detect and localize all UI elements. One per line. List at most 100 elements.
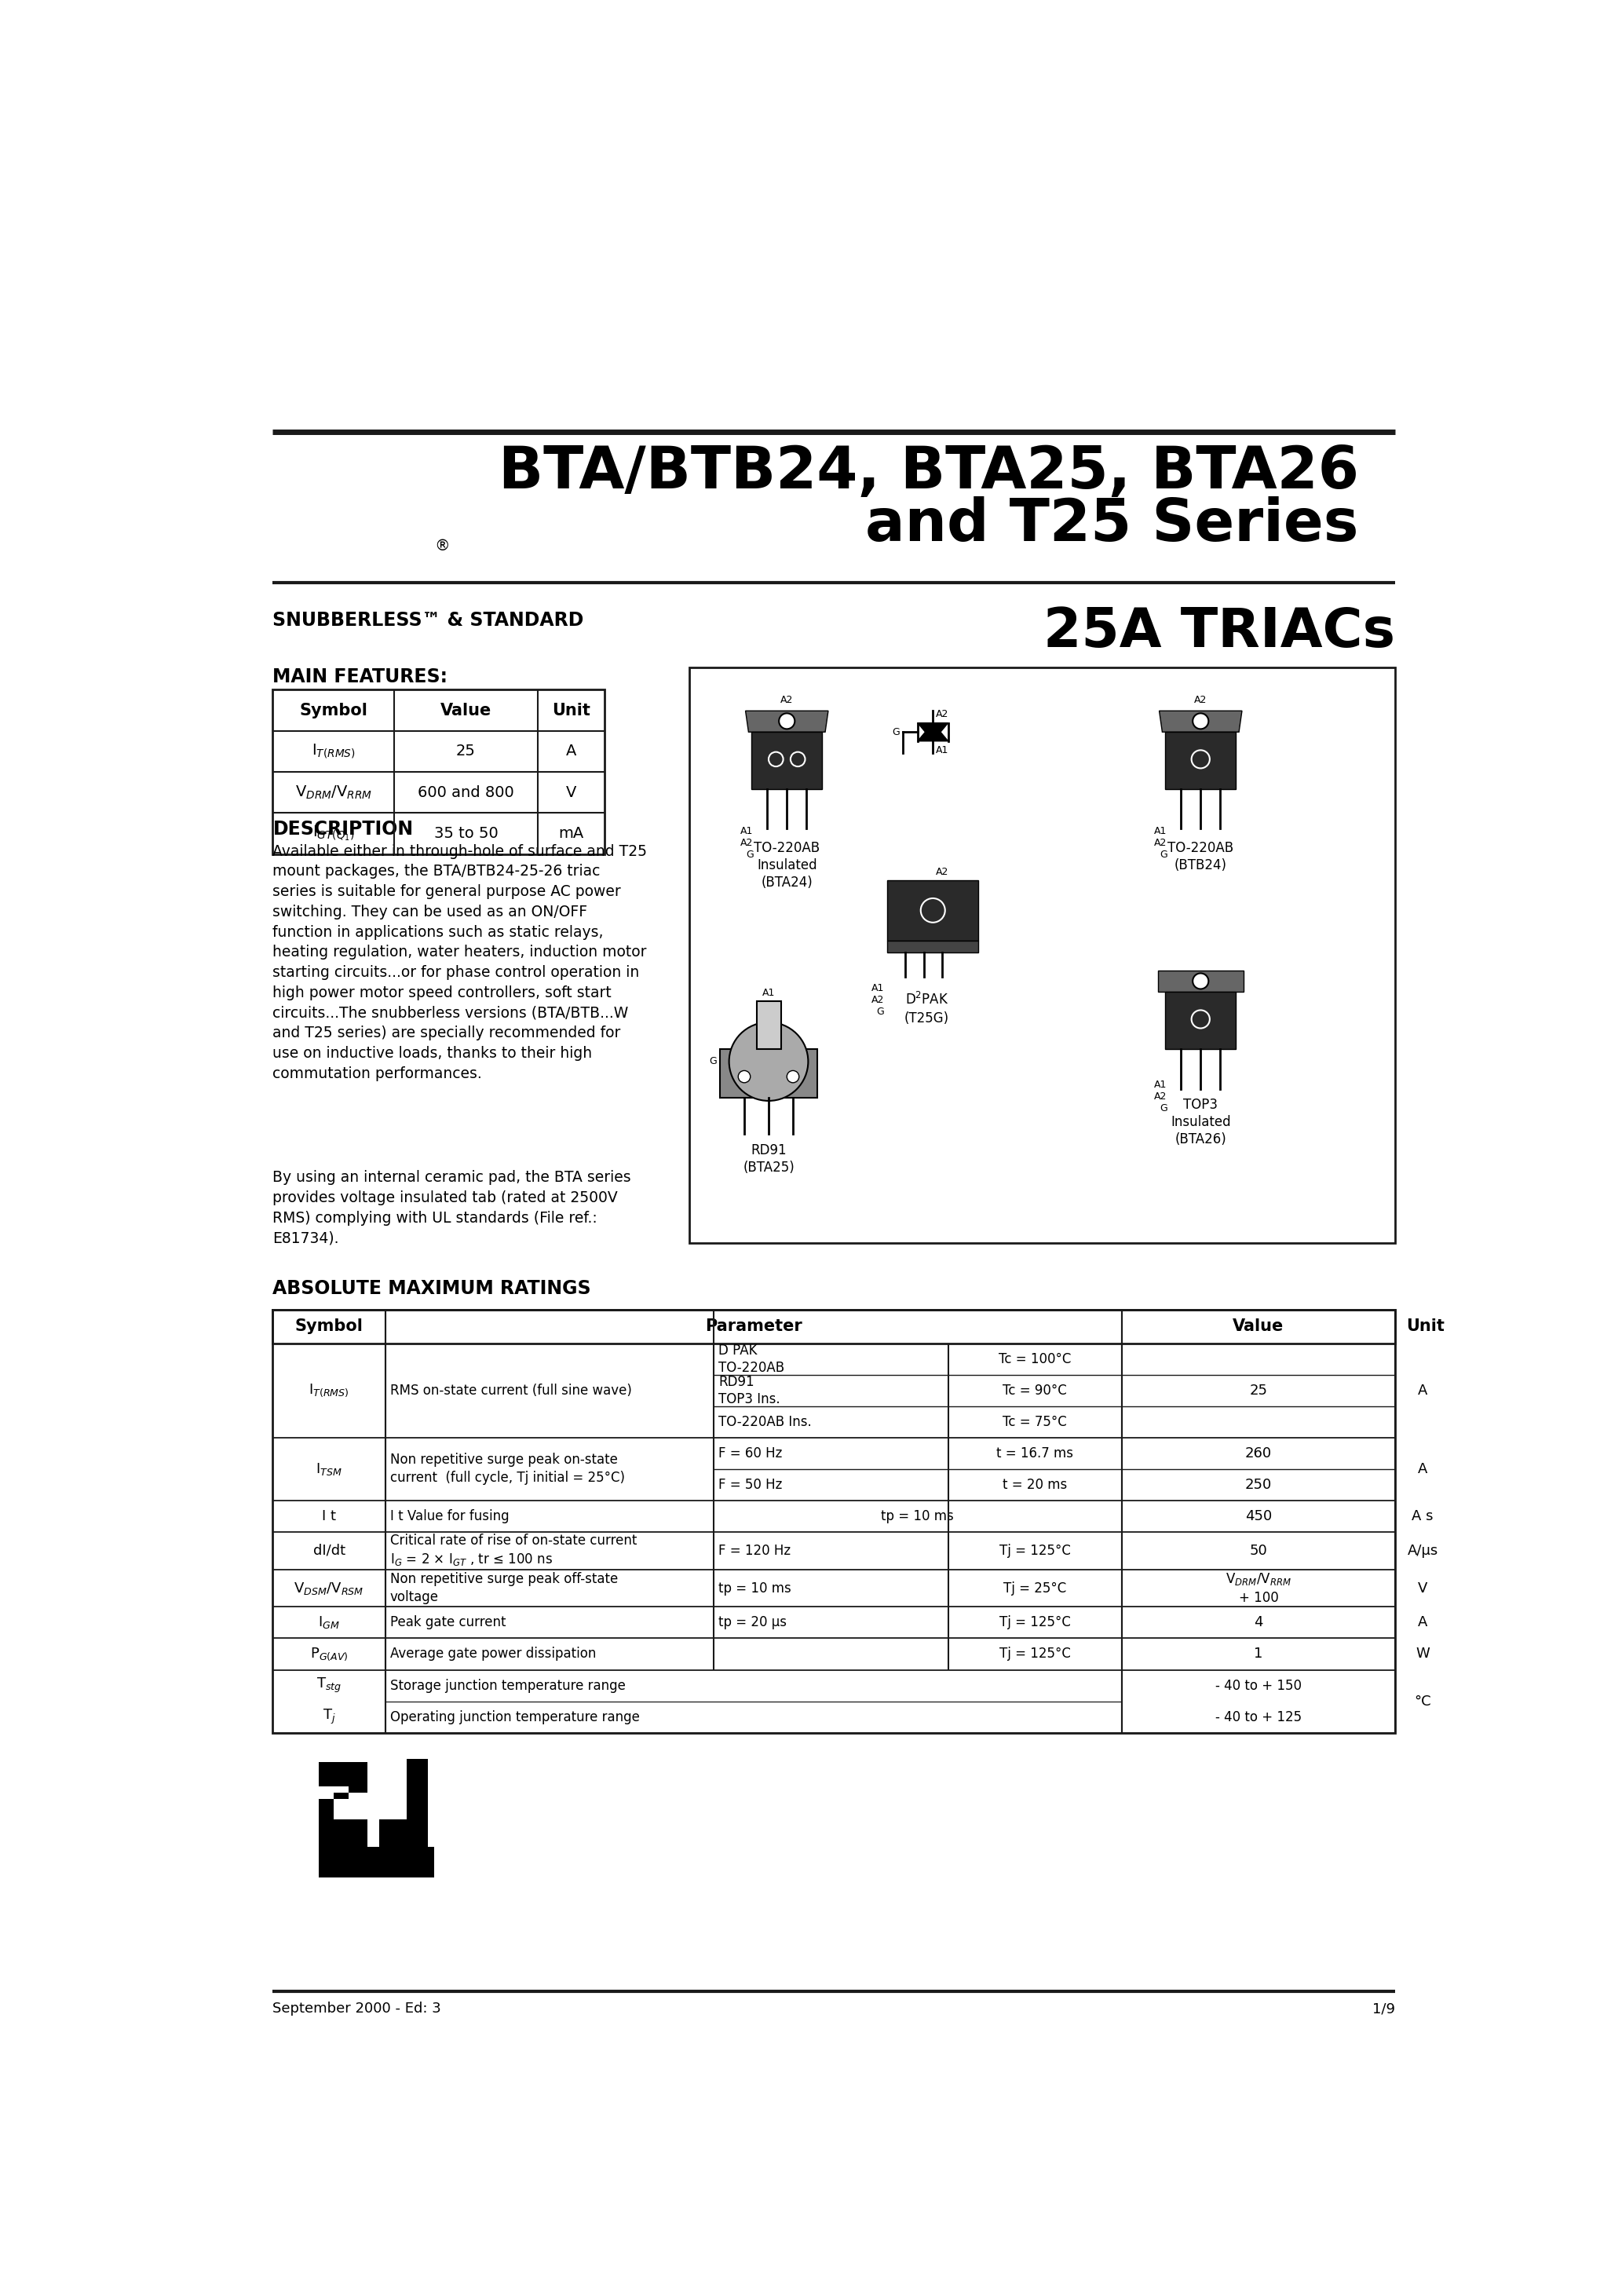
Polygon shape [720, 1049, 817, 1097]
Text: A2: A2 [936, 709, 949, 719]
Text: MAIN FEATURES:: MAIN FEATURES: [272, 668, 448, 687]
Polygon shape [1158, 971, 1242, 992]
Text: A1
A2
G: A1 A2 G [871, 983, 884, 1017]
Text: and T25 Series: and T25 Series [866, 496, 1359, 553]
Polygon shape [918, 723, 949, 742]
Text: 1/9: 1/9 [1372, 2002, 1395, 2016]
Text: I t Value for fusing: I t Value for fusing [391, 1508, 509, 1522]
Text: P$_{G(AV)}$: P$_{G(AV)}$ [310, 1646, 349, 1662]
Circle shape [728, 1022, 808, 1100]
Text: RMS on-state current (full sine wave): RMS on-state current (full sine wave) [391, 1384, 633, 1398]
Text: Peak gate current: Peak gate current [391, 1616, 506, 1630]
Text: SNUBBERLESS™ & STANDARD: SNUBBERLESS™ & STANDARD [272, 611, 584, 629]
Text: A/μs: A/μs [1408, 1543, 1439, 1557]
Polygon shape [751, 732, 822, 790]
Text: Average gate power dissipation: Average gate power dissipation [391, 1646, 597, 1660]
Text: I t: I t [321, 1508, 336, 1522]
Bar [272, 1309, 1395, 1343]
Text: V$_{DSM}$/V$_{RSM}$: V$_{DSM}$/V$_{RSM}$ [294, 1580, 363, 1596]
Text: Available either in through-hole of surface and T25
mount packages, the BTA/BTB2: Available either in through-hole of surf… [272, 845, 647, 1081]
Polygon shape [1165, 992, 1236, 1049]
Circle shape [1192, 974, 1208, 990]
Text: A: A [1418, 1463, 1427, 1476]
Text: 25A TRIACs: 25A TRIACs [1043, 606, 1395, 657]
Text: V: V [1418, 1582, 1427, 1596]
Text: G: G [892, 728, 900, 737]
Polygon shape [756, 1001, 780, 1049]
Text: Symbol: Symbol [295, 1318, 363, 1334]
Polygon shape [334, 1763, 367, 1786]
Text: dI/dt: dI/dt [313, 1543, 345, 1557]
Text: A1
A2
G: A1 A2 G [1155, 1079, 1168, 1114]
Text: mA: mA [558, 827, 584, 840]
Text: Non repetitive surge peak off-state
voltage: Non repetitive surge peak off-state volt… [391, 1573, 618, 1605]
Text: RD91
TOP3 Ins.: RD91 TOP3 Ins. [719, 1375, 780, 1405]
Text: 260: 260 [1246, 1446, 1272, 1460]
Polygon shape [318, 1763, 367, 1846]
Text: I$_{GT (Q_1)}$: I$_{GT (Q_1)}$ [313, 824, 355, 843]
Text: 25: 25 [456, 744, 475, 758]
Polygon shape [1165, 732, 1236, 790]
Text: V: V [566, 785, 576, 799]
Text: Non repetitive surge peak on-state
current  (full cycle, Tj initial = 25°C): Non repetitive surge peak on-state curre… [391, 1453, 624, 1486]
Text: TO-220AB
Insulated
(BTA24): TO-220AB Insulated (BTA24) [754, 840, 819, 891]
Text: A2: A2 [1194, 696, 1207, 705]
Text: Tc = 100°C: Tc = 100°C [999, 1352, 1071, 1366]
Text: T$_{stg}$: T$_{stg}$ [316, 1676, 342, 1694]
Text: DESCRIPTION: DESCRIPTION [272, 820, 414, 838]
Text: Unit: Unit [1406, 1318, 1445, 1334]
Text: t = 16.7 ms: t = 16.7 ms [996, 1446, 1074, 1460]
Text: Tj = 25°C: Tj = 25°C [1004, 1582, 1066, 1596]
Polygon shape [887, 879, 978, 941]
Text: TOP3
Insulated
(BTA26): TOP3 Insulated (BTA26) [1171, 1097, 1231, 1146]
Polygon shape [318, 1846, 435, 1878]
Text: A1: A1 [762, 987, 775, 999]
Polygon shape [380, 1759, 428, 1846]
Text: A1
A2
G: A1 A2 G [1155, 827, 1168, 859]
Text: 1: 1 [1254, 1646, 1264, 1660]
Text: °C: °C [1414, 1694, 1431, 1708]
Circle shape [1192, 714, 1208, 730]
Text: A1: A1 [936, 744, 949, 755]
Text: Parameter: Parameter [706, 1318, 801, 1334]
Bar [272, 689, 605, 854]
Text: RD91
(BTA25): RD91 (BTA25) [743, 1143, 795, 1176]
Text: A: A [1418, 1616, 1427, 1630]
Polygon shape [918, 723, 949, 742]
Text: D PAK
TO-220AB: D PAK TO-220AB [719, 1343, 785, 1375]
Text: By using an internal ceramic pad, the BTA series
provides voltage insulated tab : By using an internal ceramic pad, the BT… [272, 1171, 631, 1247]
Text: I$_{T(RMS)}$: I$_{T(RMS)}$ [311, 742, 355, 760]
Text: V$_{DRM}$/V$_{RRM}$: V$_{DRM}$/V$_{RRM}$ [295, 785, 371, 801]
Text: Unit: Unit [551, 703, 590, 719]
Bar [689, 668, 1395, 1242]
Text: Symbol: Symbol [300, 703, 368, 719]
Text: F = 50 Hz: F = 50 Hz [719, 1479, 782, 1492]
Text: D$^2$PAK
(T25G): D$^2$PAK (T25G) [905, 992, 949, 1026]
Text: F = 60 Hz: F = 60 Hz [719, 1446, 782, 1460]
Bar [272, 1309, 1395, 1733]
Text: Tc = 90°C: Tc = 90°C [1002, 1384, 1067, 1398]
Text: Tj = 125°C: Tj = 125°C [999, 1646, 1071, 1660]
Text: 450: 450 [1246, 1508, 1272, 1522]
Text: 250: 250 [1246, 1479, 1272, 1492]
Text: Tj = 125°C: Tj = 125°C [999, 1616, 1071, 1630]
Text: BTA/BTB24, BTA25, BTA26: BTA/BTB24, BTA25, BTA26 [498, 443, 1359, 501]
Text: 35 to 50: 35 to 50 [433, 827, 498, 840]
Text: T$_j$: T$_j$ [323, 1708, 336, 1727]
Text: September 2000 - Ed: 3: September 2000 - Ed: 3 [272, 2002, 441, 2016]
Polygon shape [887, 941, 978, 953]
Text: ABSOLUTE MAXIMUM RATINGS: ABSOLUTE MAXIMUM RATINGS [272, 1279, 590, 1297]
Text: A2: A2 [936, 868, 949, 877]
Text: TO-220AB Ins.: TO-220AB Ins. [719, 1414, 813, 1428]
Text: Value: Value [1233, 1318, 1285, 1334]
Text: Operating junction temperature range: Operating junction temperature range [391, 1711, 639, 1724]
Text: Tc = 75°C: Tc = 75°C [1002, 1414, 1067, 1428]
Text: 50: 50 [1249, 1543, 1267, 1557]
Text: A: A [566, 744, 576, 758]
Circle shape [787, 1070, 800, 1084]
Text: Value: Value [440, 703, 491, 719]
Text: - 40 to + 150: - 40 to + 150 [1215, 1678, 1301, 1692]
Text: ®: ® [435, 540, 449, 553]
Text: A1
A2
G: A1 A2 G [741, 827, 753, 859]
Text: I$_{T(RMS)}$: I$_{T(RMS)}$ [308, 1382, 349, 1398]
